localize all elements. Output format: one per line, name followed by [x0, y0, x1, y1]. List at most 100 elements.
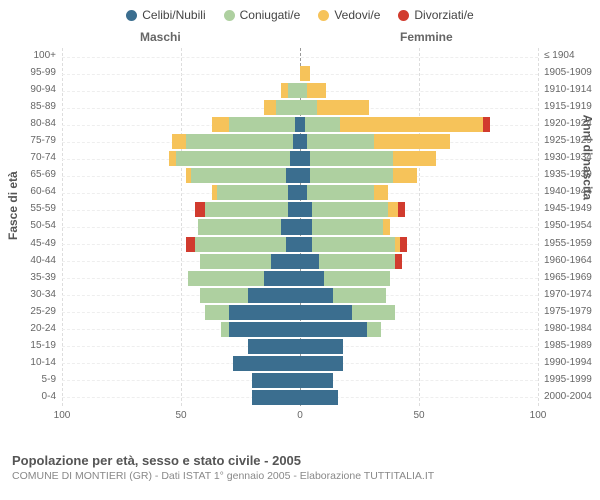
age-label: 85-89 — [30, 99, 56, 115]
bar-segment — [191, 168, 286, 183]
age-label: 80-84 — [30, 116, 56, 132]
bar-segment — [300, 219, 312, 234]
bar-segment — [398, 202, 405, 217]
gridline — [538, 48, 539, 406]
age-row: 30-341970-1974 — [62, 287, 538, 304]
bar-segment — [393, 151, 436, 166]
age-label: 40-44 — [30, 253, 56, 269]
male-bar — [200, 254, 300, 269]
bar-segment — [229, 117, 296, 132]
age-row: 10-141990-1994 — [62, 355, 538, 372]
birth-label: 1925-1929 — [544, 133, 592, 149]
bar-segment — [281, 219, 300, 234]
age-row: 50-541950-1954 — [62, 218, 538, 235]
birth-label: 1910-1914 — [544, 82, 592, 98]
bar-segment — [395, 254, 402, 269]
bar-segment — [229, 305, 300, 320]
bar-segment — [200, 254, 271, 269]
plot-area: 100+≤ 190495-991905-190990-941910-191485… — [62, 48, 538, 406]
bar-segment — [288, 83, 300, 98]
bar-segment — [307, 185, 374, 200]
bar-segment — [300, 151, 310, 166]
legend-item: Coniugati/e — [224, 8, 301, 22]
male-bar — [186, 168, 300, 183]
bar-segment — [324, 271, 391, 286]
female-bar — [300, 390, 338, 405]
age-label: 0-4 — [42, 389, 56, 405]
legend-label: Celibi/Nubili — [142, 8, 205, 22]
birth-label: 1935-1939 — [544, 167, 592, 183]
bar-segment — [319, 254, 395, 269]
bar-segment — [352, 305, 395, 320]
legend-swatch — [398, 10, 409, 21]
birth-label: 1930-1934 — [544, 150, 592, 166]
bar-segment — [393, 168, 417, 183]
female-bar — [300, 100, 369, 115]
age-label: 100+ — [33, 48, 56, 64]
age-row: 45-491955-1959 — [62, 236, 538, 253]
bar-segment — [217, 185, 288, 200]
age-label: 55-59 — [30, 201, 56, 217]
age-row: 75-791925-1929 — [62, 133, 538, 150]
legend-label: Vedovi/e — [334, 8, 380, 22]
bar-segment — [252, 373, 300, 388]
birth-label: 1945-1949 — [544, 201, 592, 217]
legend-label: Coniugati/e — [240, 8, 301, 22]
female-bar — [300, 117, 490, 132]
bar-segment — [300, 168, 310, 183]
bar-segment — [367, 322, 381, 337]
bar-segment — [172, 134, 186, 149]
birth-label: 1995-1999 — [544, 372, 592, 388]
male-bar — [252, 373, 300, 388]
bar-segment — [400, 237, 407, 252]
bar-segment — [186, 237, 196, 252]
bar-segment — [307, 83, 326, 98]
male-bar — [233, 356, 300, 371]
male-bar — [281, 83, 300, 98]
male-bar — [264, 100, 300, 115]
bar-segment — [186, 134, 293, 149]
bar-segment — [300, 373, 333, 388]
age-label: 65-69 — [30, 167, 56, 183]
bar-segment — [333, 288, 385, 303]
x-axis: 10050050100 — [62, 410, 538, 424]
birth-label: 1975-1979 — [544, 304, 592, 320]
age-row: 80-841920-1924 — [62, 116, 538, 133]
age-row: 5-91995-1999 — [62, 372, 538, 389]
bar-segment — [300, 390, 338, 405]
female-bar — [300, 356, 343, 371]
bar-segment — [169, 151, 176, 166]
bar-segment — [276, 100, 300, 115]
female-bar — [300, 237, 407, 252]
bar-segment — [374, 134, 450, 149]
age-row: 40-441960-1964 — [62, 253, 538, 270]
bar-segment — [300, 237, 312, 252]
bar-segment — [248, 288, 300, 303]
female-bar — [300, 66, 310, 81]
bar-segment — [195, 237, 285, 252]
bar-segment — [229, 322, 300, 337]
chart: Maschi Femmine Fasce di età Anni di nasc… — [0, 30, 600, 440]
bar-segment — [198, 219, 281, 234]
male-bar — [221, 322, 300, 337]
x-tick: 100 — [530, 410, 547, 421]
legend-swatch — [126, 10, 137, 21]
bar-segment — [383, 219, 390, 234]
male-bar — [198, 219, 300, 234]
age-row: 70-741930-1934 — [62, 150, 538, 167]
female-bar — [300, 185, 388, 200]
male-bar — [212, 185, 300, 200]
bar-segment — [300, 202, 312, 217]
bar-segment — [312, 237, 395, 252]
footer: Popolazione per età, sesso e stato civil… — [12, 453, 434, 482]
birth-label: 1965-1969 — [544, 270, 592, 286]
age-label: 25-29 — [30, 304, 56, 320]
female-bar — [300, 288, 386, 303]
age-label: 75-79 — [30, 133, 56, 149]
female-bar — [300, 83, 326, 98]
birth-label: 1950-1954 — [544, 218, 592, 234]
female-bar — [300, 373, 333, 388]
female-bar — [300, 271, 390, 286]
female-bar — [300, 151, 436, 166]
male-bar — [212, 117, 300, 132]
